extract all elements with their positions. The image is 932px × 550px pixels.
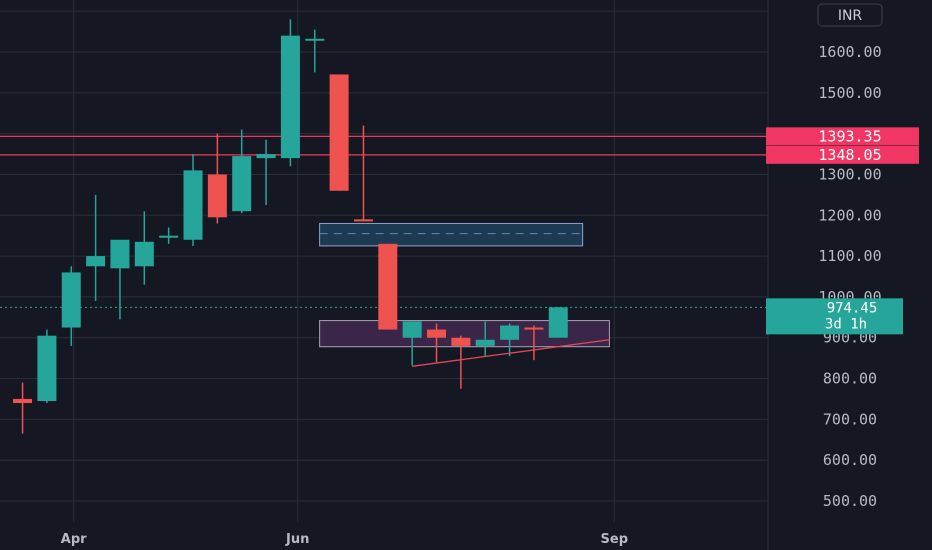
candle-body [159,235,179,238]
price-tick-label: 700.00 [823,410,877,428]
candle-body [256,154,276,159]
candle-body [37,335,57,401]
resistance-price-badge [766,145,919,164]
candle-up[interactable] [110,239,130,320]
resistance-price-label: 1393.35 [818,127,881,145]
candle-body [13,398,33,404]
currency-selector[interactable]: INR [817,3,883,27]
candle-body [280,35,300,159]
trendline[interactable] [412,339,610,367]
candle-body [500,325,520,340]
time-axis: Apr Jun Sep [61,532,628,547]
time-tick-label: Apr [61,532,87,547]
price-tick-label: 1600.00 [818,43,881,61]
candle-body [353,219,373,222]
candle-down[interactable] [13,382,33,434]
overlays [412,339,610,367]
currency-button[interactable] [817,3,883,27]
time-tick-label: Jun [285,532,309,547]
countdown-label: 3d 1h [825,316,867,332]
currency-label: INR [838,8,863,24]
current-price-label: 974.45 [827,300,878,316]
price-tick-label: 1200.00 [818,206,881,224]
candle-up[interactable] [475,321,495,357]
resistance-price-badge [766,127,919,146]
candle-down[interactable] [427,323,447,363]
resistance-price-label: 1348.05 [818,146,881,164]
candle-body [427,329,447,338]
candle-body [134,241,154,267]
candle-body [402,321,422,338]
candle-up[interactable] [402,321,422,366]
price-tick-label: 600.00 [823,451,877,469]
price-tick-label: 800.00 [823,370,877,388]
candle-up[interactable] [256,139,276,206]
price-tick-label: 1300.00 [818,165,881,183]
candles [13,19,568,434]
candle-body [329,74,349,191]
candle-body [183,170,203,240]
candle-up[interactable] [134,211,154,285]
candle-up[interactable] [305,29,325,73]
candle-body [475,339,495,346]
candle-down[interactable] [207,133,227,224]
candle-up[interactable] [61,266,81,346]
time-tick-label: Sep [601,532,629,547]
candle-down[interactable] [378,243,398,330]
price-tick-label: 500.00 [823,492,877,510]
candle-body [61,272,81,328]
candle-body [232,156,252,212]
current-price-badge [766,298,903,335]
candle-up[interactable] [183,154,203,246]
price-tick-label: 1100.00 [818,247,881,265]
candle-up[interactable] [548,307,568,338]
candle-up[interactable] [37,329,57,404]
candle-down[interactable] [353,125,373,222]
horizontal-lines [0,135,768,308]
candle-up[interactable] [280,19,300,167]
candle-up[interactable] [86,194,106,301]
candle-body [451,337,471,346]
candle-down[interactable] [329,74,349,191]
candle-body [207,174,227,218]
candle-up[interactable] [232,129,252,214]
candle-up[interactable] [159,227,179,244]
candle-body [110,239,130,269]
candle-body [305,38,325,41]
candle-body [86,256,106,267]
candle-body [548,307,568,338]
price-tick-label: 1500.00 [818,84,881,102]
price-axis: 500.00600.00700.00800.00900.001000.00110… [818,2,881,510]
candle-down[interactable] [524,325,544,361]
blue-zone[interactable] [319,222,584,247]
candle-down[interactable] [451,335,471,389]
candle-body [524,327,544,330]
candle-body [378,243,398,330]
candle-up[interactable] [500,323,520,357]
